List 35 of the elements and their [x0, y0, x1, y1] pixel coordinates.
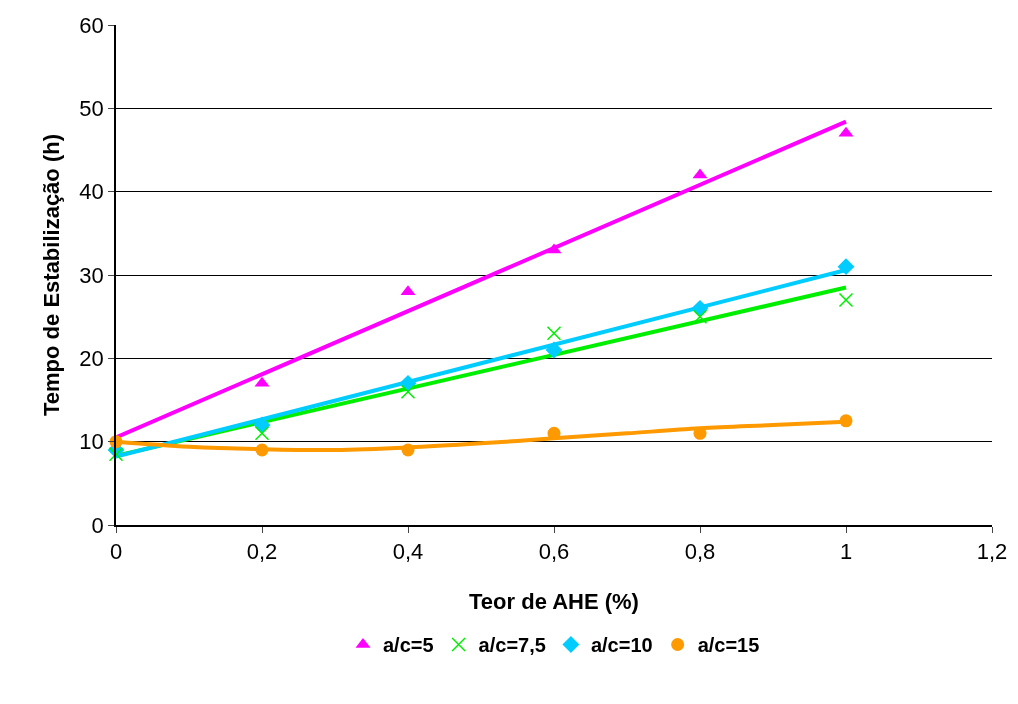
x-tick-label: 0,2 — [246, 539, 278, 565]
x-tick-label: 1 — [839, 539, 853, 565]
point — [837, 258, 855, 276]
point — [838, 292, 854, 308]
point — [401, 443, 415, 457]
point — [399, 374, 417, 392]
y-tick-label: 60 — [79, 12, 104, 38]
x-tick-label: 0 — [109, 539, 123, 565]
point — [693, 426, 707, 440]
point — [839, 414, 853, 428]
point — [546, 326, 562, 341]
y-tick-label: 30 — [79, 262, 104, 288]
y-tick-label: 0 — [91, 512, 104, 538]
x-tick-label: 0,4 — [392, 539, 424, 565]
x-axis-title: Teor de AHE (%) — [469, 588, 639, 614]
point — [255, 443, 269, 457]
point — [253, 416, 271, 434]
legend-label: a/c=7,5 — [478, 634, 546, 657]
x-tick-label: 0,8 — [684, 539, 716, 565]
point — [545, 341, 563, 359]
legend-label: a/c=10 — [590, 634, 653, 657]
y-tick-label: 10 — [79, 429, 104, 455]
legend-label: a/c=5 — [383, 634, 434, 657]
x-tick-label: 1,2 — [976, 539, 1008, 565]
x-tick-label: 0,6 — [538, 539, 570, 565]
point — [108, 446, 124, 462]
point — [691, 299, 709, 317]
point — [254, 426, 270, 441]
y-tick-label: 50 — [79, 96, 104, 122]
y-tick-label: 20 — [79, 346, 104, 372]
point — [692, 309, 708, 324]
y-tick-label: 40 — [79, 179, 104, 205]
legend-label: a/c=15 — [697, 634, 760, 657]
y-axis-title: Tempo de Estabilização (h) — [38, 134, 64, 416]
point — [400, 384, 416, 399]
